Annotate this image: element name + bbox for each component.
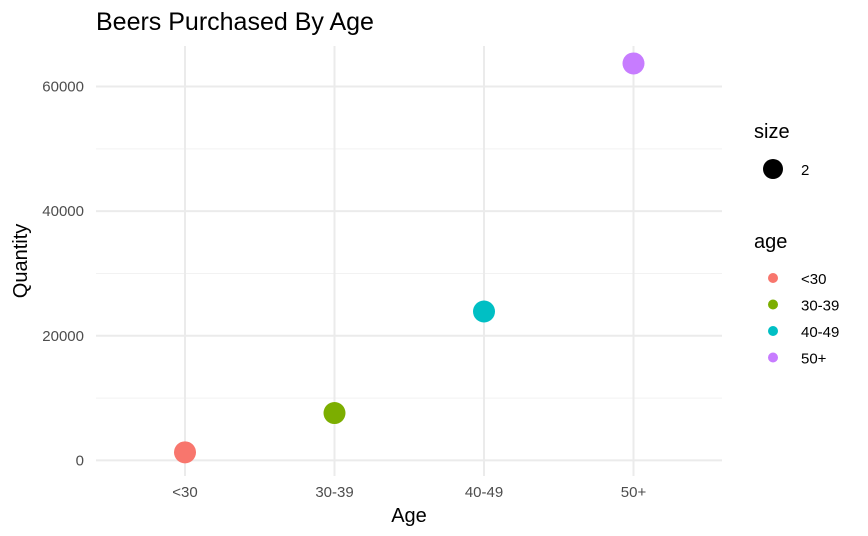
legend-age-key <box>768 273 778 283</box>
x-axis-title: Age <box>391 505 427 527</box>
x-tick-label: <30 <box>172 484 197 501</box>
y-axis-title: Quantity <box>10 224 32 298</box>
x-axis-ticks: <30 30-39 40-49 50+ <box>172 484 646 501</box>
legend-age-label: 40-49 <box>801 324 839 341</box>
x-tick-label: 40-49 <box>465 484 503 501</box>
data-point <box>622 52 645 75</box>
data-point <box>473 300 495 323</box>
legend-age-key <box>768 299 778 310</box>
grid-lines <box>96 46 722 476</box>
legend-age-label: <30 <box>801 271 826 288</box>
plot-panel <box>96 46 722 476</box>
data-points <box>174 52 645 464</box>
legend-age-label: 30-39 <box>801 298 839 315</box>
legend-size-title: size <box>754 121 790 143</box>
legend-size-key <box>763 159 783 179</box>
legend-age: age <30 30-39 40-49 50+ <box>754 231 839 368</box>
y-tick-label: 20000 <box>42 328 84 345</box>
legend-age-title: age <box>754 231 787 253</box>
legend-age-key <box>768 352 778 363</box>
data-point <box>174 441 196 464</box>
x-tick-label: 50+ <box>621 484 647 501</box>
legend-age-entries: <30 30-39 40-49 50+ <box>768 271 839 368</box>
chart-title: Beers Purchased By Age <box>96 8 374 36</box>
legend-size: size 2 <box>754 121 809 179</box>
y-tick-label: 40000 <box>42 203 84 220</box>
legend-age-key <box>768 326 778 336</box>
x-tick-label: 30-39 <box>315 484 353 501</box>
legend-size-label: 2 <box>801 162 809 179</box>
y-tick-label: 0 <box>76 452 84 469</box>
y-axis-ticks: 0 20000 40000 60000 <box>42 79 84 470</box>
y-tick-label: 60000 <box>42 79 84 96</box>
legend-age-label: 50+ <box>801 351 827 368</box>
data-point <box>323 402 346 425</box>
